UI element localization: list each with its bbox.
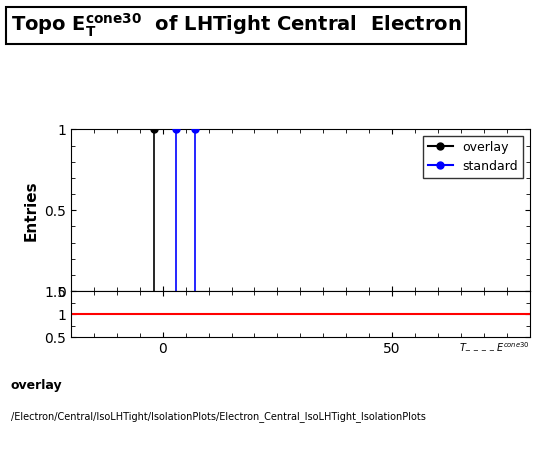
Text: $\mathit{T_{----}E^{cone30}}$: $\mathit{T_{----}E^{cone30}}$: [459, 340, 530, 352]
Legend: overlay, standard: overlay, standard: [423, 136, 524, 178]
Text: Topo $\mathbf{E_T^{cone30}}$  of LHTight Central  Electron: Topo $\mathbf{E_T^{cone30}}$ of LHTight …: [11, 12, 461, 39]
Y-axis label: Entries: Entries: [23, 180, 39, 241]
Text: /Electron/Central/IsoLHTight/IsolationPlots/Electron_Central_IsoLHTight_Isolatio: /Electron/Central/IsoLHTight/IsolationPl…: [11, 411, 426, 422]
Text: overlay: overlay: [11, 379, 63, 392]
